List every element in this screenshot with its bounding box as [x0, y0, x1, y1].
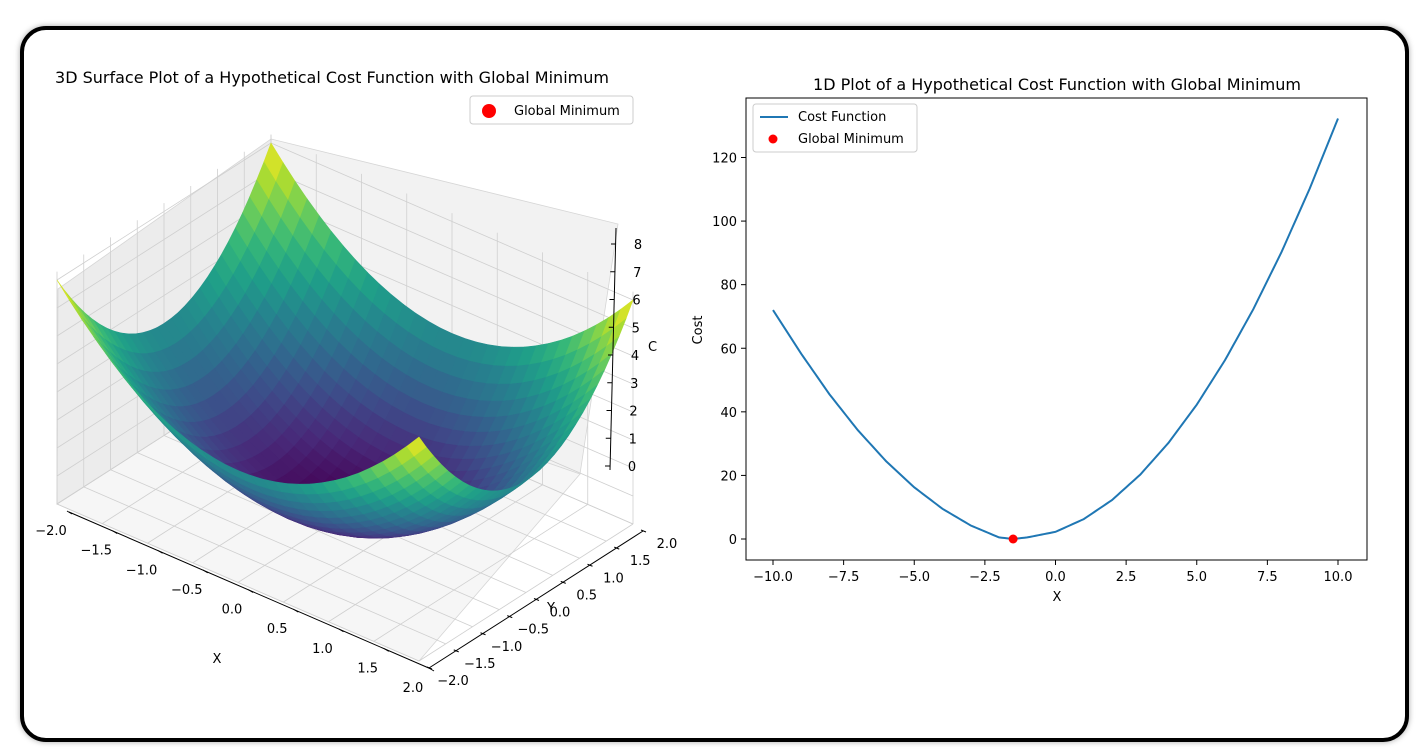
surface-chart-title: 3D Surface Plot of a Hypothetical Cost F…	[55, 68, 609, 87]
floor-grid-line	[373, 504, 588, 642]
axes-3d: −2.0−1.5−1.0−0.50.00.51.01.52.0 −2.0−1.5−…	[35, 227, 678, 696]
surface-z-tick-label: 3	[630, 377, 638, 392]
wall-grid-line	[270, 170, 634, 329]
surface-y-tick-label: 1.5	[630, 554, 651, 569]
surface-y-tick-label: −1.5	[464, 657, 496, 672]
surface-z-label: C	[648, 340, 657, 355]
surface-x-tick-label: 0.5	[267, 622, 288, 637]
x-tick-label: −7.5	[828, 570, 860, 585]
surface-x-tick-label: 2.0	[403, 681, 424, 696]
x-tick-label: −5.0	[898, 570, 930, 585]
surface-chart: 3D Surface Plot of a Hypothetical Cost F…	[35, 68, 677, 696]
wall-grid-line	[56, 198, 272, 337]
y-tick-mark	[640, 529, 647, 533]
y-tick-label: 40	[720, 406, 737, 421]
surface-z-tick-label: 2	[629, 405, 637, 420]
floor-grid-line	[418, 523, 634, 662]
x-tick-label: 10.0	[1324, 570, 1353, 585]
surface-z-tick-label: 0	[628, 460, 636, 475]
surface-z-axis-line	[609, 227, 617, 471]
global-minimum-point	[1008, 534, 1018, 544]
surface-legend-label: Global Minimum	[514, 104, 620, 119]
wall-grid-line	[270, 142, 634, 301]
y-tick-label: 20	[720, 469, 737, 484]
surface-z-tick-label: 7	[633, 266, 641, 281]
surface-x-axis-line	[68, 511, 432, 670]
surface-patch	[406, 436, 427, 457]
surface-z-tick-label: 4	[631, 349, 639, 364]
surface-x-tick-label: −2.0	[35, 524, 67, 539]
y-tick-label: 100	[712, 215, 737, 230]
surface-y-label: Y	[546, 601, 555, 616]
line-chart: 1D Plot of a Hypothetical Cost Function …	[691, 75, 1368, 605]
x-tick-label: 2.5	[1116, 570, 1137, 585]
surface-y-tick-label: 1.0	[603, 571, 624, 586]
surface-y-tick-label: −0.5	[517, 623, 549, 638]
y-tick-label: 0	[729, 533, 737, 548]
y-tick-label: 120	[712, 152, 737, 167]
x-axis-ticks: −10.0 −7.5 −5.0 −2.5 0.0 2.5 5.0 7.5 10.0	[753, 560, 1352, 585]
surface-z-tick-label: 5	[632, 321, 640, 336]
surface-z-tick-label: 1	[629, 432, 637, 447]
surface-x-tick-label: −1.5	[80, 544, 112, 559]
surface-y-tick-label: 0.5	[576, 588, 597, 603]
surface-z-tick-label: 6	[632, 294, 640, 309]
surface-y-axis-line	[428, 530, 644, 669]
plot-area	[745, 97, 1368, 561]
surface-x-tick-label: 1.5	[357, 661, 378, 676]
surface-y-tick-label: −1.0	[491, 640, 523, 655]
line-legend-box	[752, 103, 918, 153]
x-tick-label: −10.0	[753, 570, 793, 585]
surface-mesh	[56, 142, 634, 539]
y-tick-label: 60	[720, 342, 737, 357]
x-tick-label: −2.5	[969, 570, 1001, 585]
surface-y-tick-label: −2.0	[437, 674, 469, 689]
wall-grid-line	[56, 170, 272, 309]
surface-z-tick-label: 8	[634, 238, 642, 253]
line-legend: Cost Function Global Minimum	[752, 103, 918, 153]
surface-x-tick-label: −0.5	[171, 583, 203, 598]
floor-grid-line	[328, 484, 543, 623]
cost-function-line	[772, 118, 1339, 541]
surface-x-label: X	[213, 652, 222, 667]
surface-legend-box	[469, 95, 634, 125]
x-tick-label: 7.5	[1257, 570, 1278, 585]
line-chart-title: 1D Plot of a Hypothetical Cost Function …	[813, 75, 1301, 94]
legend-cost-function-label: Cost Function	[798, 110, 886, 125]
surface-y-tick-label: 2.0	[657, 537, 678, 552]
line-y-label: Cost	[691, 316, 706, 345]
x-tick-label: 5.0	[1186, 570, 1207, 585]
surface-y-tick-label: 0.0	[550, 606, 571, 621]
surface-x-tick-label: 0.0	[222, 603, 243, 618]
wall-grid-line	[270, 198, 634, 357]
surface-x-tick-label: 1.0	[312, 642, 333, 657]
line-x-label: X	[1053, 590, 1062, 605]
x-tick-label: 0.0	[1045, 570, 1066, 585]
wall-grid-line	[56, 142, 272, 281]
surface-legend-marker	[482, 104, 496, 118]
surface-legend: Global Minimum	[469, 95, 634, 125]
legend-global-minimum-marker	[768, 134, 778, 144]
y-tick-label: 80	[720, 279, 737, 294]
y-axis-ticks: 0 20 40 60 80 100 120	[712, 152, 746, 548]
surface-x-tick-label: −1.0	[126, 563, 158, 578]
legend-global-minimum-label: Global Minimum	[798, 132, 904, 147]
